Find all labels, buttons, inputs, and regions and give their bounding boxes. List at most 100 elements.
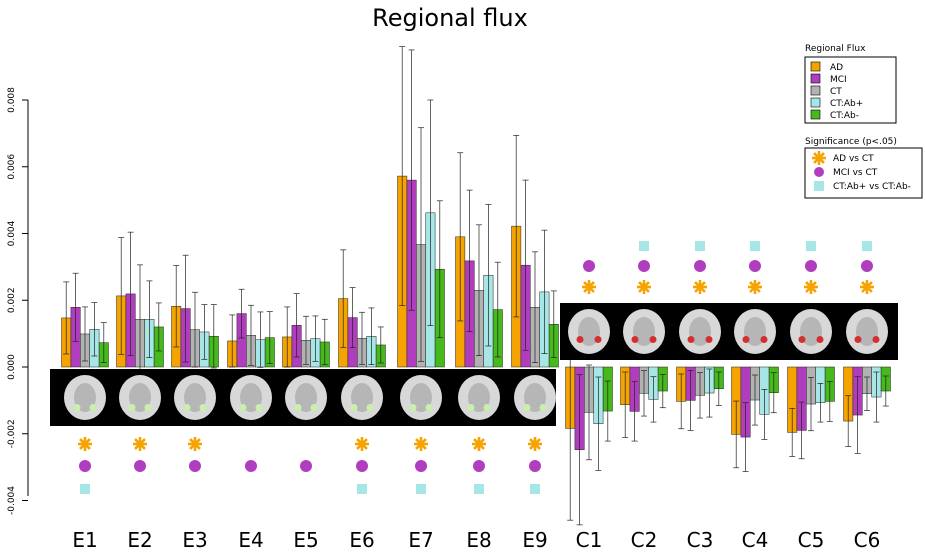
- brain-region-highlight: [594, 336, 602, 343]
- ad-vs-ct-marker-E8: [472, 437, 486, 451]
- x-label-E7: E7: [408, 528, 433, 552]
- legend-swatch-AD: [810, 61, 821, 72]
- brain-region-highlight: [687, 336, 695, 343]
- bar-group: [61, 46, 891, 526]
- brain-slice-detail: [129, 383, 151, 412]
- brain-region-highlight: [649, 336, 657, 343]
- mci-vs-ct-marker-E8: [473, 460, 485, 472]
- x-label-C5: C5: [798, 528, 825, 552]
- legend-label-MCI: MCI: [830, 75, 847, 85]
- x-label-E4: E4: [238, 528, 263, 552]
- legend-square-icon: [814, 181, 824, 191]
- ab-marker-E8: [474, 484, 484, 494]
- legend-label-CT:Ab-: CT:Ab-: [830, 111, 859, 121]
- significance-legend-label: MCI vs CT: [833, 168, 878, 178]
- y-tick-label: -0.002: [7, 419, 17, 448]
- mci-vs-ct-marker-C1: [583, 260, 595, 272]
- brain-region-highlight: [760, 336, 768, 343]
- asterisk-stroke: [189, 438, 201, 450]
- ab-marker-C3: [695, 241, 705, 251]
- mci-vs-ct-marker-C4: [749, 260, 761, 272]
- x-label-C6: C6: [854, 528, 881, 552]
- brain-slice-detail: [410, 383, 432, 412]
- ad-vs-ct-marker-C5: [804, 280, 818, 294]
- x-label-C3: C3: [687, 528, 714, 552]
- mci-vs-ct-marker-C5: [805, 260, 817, 272]
- brain-region-highlight: [742, 336, 750, 343]
- mci-vs-ct-marker-E7: [415, 460, 427, 472]
- brain-slice-detail: [184, 383, 206, 412]
- significance-legend-label: AD vs CT: [833, 154, 874, 164]
- brain-region-highlight: [128, 404, 136, 411]
- legend-circle-icon: [814, 167, 824, 177]
- asterisk-stroke: [356, 438, 368, 450]
- legend-regional-flux: Regional Flux AD MCI CT CT:Ab+ CT:Ab-: [804, 44, 897, 124]
- y-tick-label: 0.008: [7, 87, 17, 113]
- brain-region-highlight: [631, 336, 639, 343]
- ab-marker-E1: [80, 484, 90, 494]
- brain-slice-detail: [468, 383, 490, 412]
- significance-markers: [78, 241, 874, 494]
- y-tick-label: 0.000: [7, 354, 17, 380]
- brain-region-highlight: [199, 404, 207, 411]
- brain-image-strips: [50, 303, 898, 426]
- mci-vs-ct-marker-C6: [861, 260, 873, 272]
- brain-region-highlight: [467, 404, 475, 411]
- significance-legend-entries: AD vs CT MCI vs CT CT:Ab+ vs CT:Ab-: [812, 151, 911, 192]
- brain-region-highlight: [816, 336, 824, 343]
- asterisk-stroke: [813, 152, 825, 164]
- brain-slice-detail: [74, 383, 96, 412]
- asterisk-stroke: [415, 438, 427, 450]
- brain-region-highlight: [705, 336, 713, 343]
- brain-region-highlight: [183, 404, 191, 411]
- asterisk-stroke: [134, 438, 146, 450]
- ad-vs-ct-marker-E9: [528, 437, 542, 451]
- brain-region-highlight: [798, 336, 806, 343]
- asterisk-stroke: [749, 281, 761, 293]
- ab-marker-C5: [806, 241, 816, 251]
- legend-title: Regional Flux: [805, 44, 866, 54]
- y-tick-group: 0.008 0.006 0.004 0.002 0.000 -0.002 -0.004: [7, 87, 28, 515]
- mci-vs-ct-marker-E1: [79, 460, 91, 472]
- mci-vs-ct-marker-C2: [638, 260, 650, 272]
- brain-region-highlight: [872, 336, 880, 343]
- ab-marker-E6: [357, 484, 367, 494]
- brain-slice-detail: [633, 317, 655, 346]
- ab-marker-C4: [750, 241, 760, 251]
- ad-vs-ct-marker-E3: [188, 437, 202, 451]
- ad-vs-ct-marker-E7: [414, 437, 428, 451]
- ad-vs-ct-marker-C3: [693, 280, 707, 294]
- mci-vs-ct-marker-E4: [245, 460, 257, 472]
- brain-slice-detail: [578, 317, 600, 346]
- y-tick-label: -0.004: [7, 486, 17, 515]
- ad-vs-ct-marker-C2: [637, 280, 651, 294]
- legend-swatch-CT:Ab-: [810, 109, 821, 120]
- brain-region-highlight: [294, 404, 302, 411]
- significance-legend-title: Significance (p<.05): [805, 137, 897, 147]
- x-label-C4: C4: [742, 528, 769, 552]
- brain-region-highlight: [483, 404, 491, 411]
- legend-label-AD: AD: [830, 63, 843, 73]
- x-label-E2: E2: [127, 528, 152, 552]
- x-label-C2: C2: [631, 528, 658, 552]
- ad-vs-ct-marker-E1: [78, 437, 92, 451]
- legend-swatch-MCI: [810, 73, 821, 84]
- legend-label-CT:Ab+: CT:Ab+: [830, 99, 863, 109]
- legend-significance: Significance (p<.05) AD vs CT MCI vs CT CT…: [804, 137, 923, 199]
- asterisk-stroke: [79, 438, 91, 450]
- brain-region-highlight: [523, 404, 531, 411]
- asterisk-stroke: [638, 281, 650, 293]
- ad-vs-ct-marker-E6: [355, 437, 369, 451]
- brain-region-highlight: [425, 404, 433, 411]
- ad-vs-ct-marker-C1: [582, 280, 596, 294]
- y-tick-label: 0.002: [7, 287, 17, 313]
- legend-swatch-CT:Ab+: [810, 97, 821, 108]
- brain-region-highlight: [89, 404, 97, 411]
- asterisk-stroke: [861, 281, 873, 293]
- asterisk-stroke: [583, 281, 595, 293]
- brain-region-highlight: [576, 336, 584, 343]
- asterisk-stroke: [805, 281, 817, 293]
- brain-slice-detail: [689, 317, 711, 346]
- legend-swatch-CT: [810, 85, 821, 96]
